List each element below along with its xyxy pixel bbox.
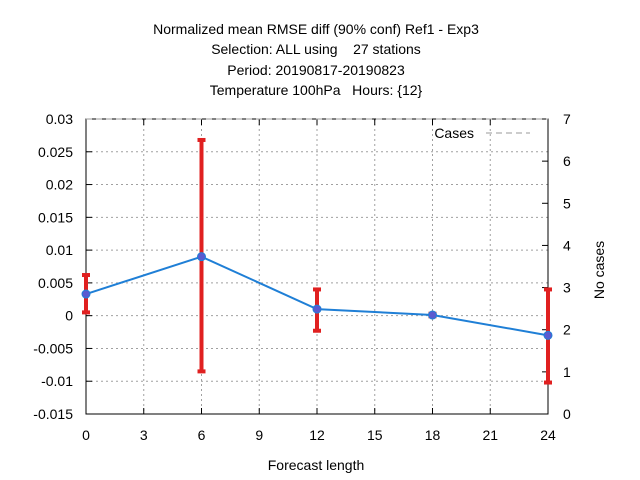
y-tick-label: 0.015 bbox=[38, 209, 73, 225]
y2-tick-label: 1 bbox=[563, 364, 571, 380]
y-tick-label: 0.03 bbox=[46, 111, 73, 127]
x-axis-label: Forecast length bbox=[268, 457, 365, 473]
title-line-4: Temperature 100hPa Hours: {12} bbox=[210, 82, 423, 98]
y2-tick-label: 4 bbox=[563, 237, 571, 253]
data-point bbox=[543, 330, 553, 340]
x-tick-label: 21 bbox=[482, 427, 498, 443]
y2-tick-label: 2 bbox=[563, 322, 571, 338]
y2-tick-label: 3 bbox=[563, 280, 571, 296]
y2-tick-label: 0 bbox=[563, 406, 571, 422]
x-tick-label: 9 bbox=[255, 427, 263, 443]
chart-title: Normalized mean RMSE diff (90% conf) Ref… bbox=[153, 21, 479, 98]
title-line-1: Normalized mean RMSE diff (90% conf) Ref… bbox=[153, 21, 479, 37]
data-point bbox=[197, 252, 206, 262]
y-tick-label: -0.01 bbox=[41, 373, 73, 389]
y-tick-label: 0.005 bbox=[38, 275, 73, 291]
y-tick-label: -0.015 bbox=[33, 406, 73, 422]
title-line-2: Selection: ALL using 27 stations bbox=[211, 41, 421, 57]
grid bbox=[86, 119, 548, 414]
legend-label: Cases bbox=[434, 125, 474, 141]
title-line-3: Period: 20190817-20190823 bbox=[227, 62, 405, 78]
x-tick-label: 0 bbox=[82, 427, 90, 443]
y-tick-label: 0.02 bbox=[46, 177, 73, 193]
y-tick-label: -0.005 bbox=[33, 340, 73, 356]
x-tick-label: 24 bbox=[540, 427, 556, 443]
y2-tick-label: 5 bbox=[563, 195, 571, 211]
y-tick-label: 0.025 bbox=[38, 144, 73, 160]
y2-tick-label: 7 bbox=[563, 111, 571, 127]
x-tick-label: 18 bbox=[425, 427, 441, 443]
data-point bbox=[312, 304, 322, 314]
legend: Cases bbox=[434, 125, 530, 141]
x-tick-label: 6 bbox=[198, 427, 206, 443]
x-tick-label: 15 bbox=[367, 427, 383, 443]
data-point bbox=[81, 289, 91, 299]
y2-axis-label: No cases bbox=[591, 241, 607, 299]
y-tick-label: 0.01 bbox=[46, 242, 73, 258]
y-tick-label: 0 bbox=[65, 308, 73, 324]
y2-tick-label: 6 bbox=[563, 153, 571, 169]
x-tick-label: 3 bbox=[140, 427, 148, 443]
x-tick-label: 12 bbox=[309, 427, 325, 443]
data-point bbox=[428, 310, 437, 320]
series bbox=[81, 118, 553, 385]
